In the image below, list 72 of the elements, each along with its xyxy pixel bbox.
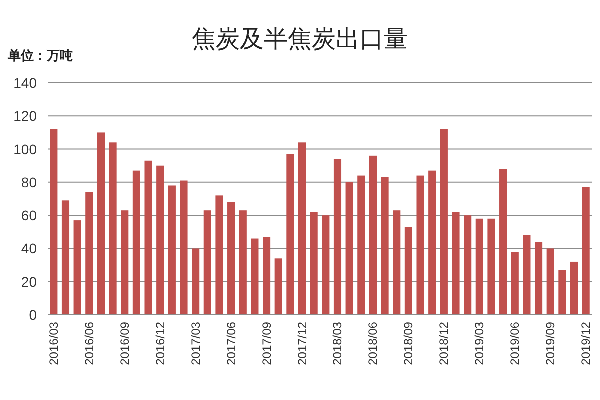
x-tick-label: 2017/03: [188, 322, 203, 366]
bar: [310, 212, 318, 315]
x-tick-label: 2018/03: [330, 322, 345, 366]
bar: [523, 235, 531, 315]
x-tick-label: 2017/09: [260, 322, 274, 366]
chart-title: 焦炭及半焦炭出口量: [192, 25, 408, 53]
bar: [346, 182, 354, 315]
bar: [322, 216, 330, 315]
y-tick-label: 0: [29, 307, 38, 323]
bar: [86, 192, 94, 315]
x-tick-label: 2017/12: [295, 322, 310, 366]
x-tick-label: 2019/03: [472, 322, 487, 366]
bar: [50, 129, 58, 315]
bar: [416, 176, 424, 315]
bar: [204, 210, 212, 315]
bar: [121, 210, 129, 315]
bar: [440, 129, 448, 315]
bar: [334, 159, 342, 315]
x-tick-label: 2017/06: [224, 322, 238, 366]
x-tick-label: 2016/06: [82, 322, 96, 366]
y-tick-label: 140: [14, 75, 38, 91]
y-axis-title: 单位：万吨: [7, 48, 73, 64]
bar: [144, 160, 152, 315]
bar: [476, 218, 484, 315]
x-tick-label: 2019/09: [544, 322, 558, 366]
y-tick-label: 40: [21, 240, 38, 257]
bar: [393, 210, 401, 315]
bar: [168, 186, 176, 315]
bar: [452, 212, 460, 315]
x-tick-label: 2016/12: [153, 322, 168, 366]
bar: [535, 242, 543, 315]
bar: [97, 132, 105, 315]
bar: [369, 156, 377, 315]
x-tick-label: 2016/09: [118, 322, 132, 366]
bar: [582, 187, 590, 315]
x-tick-label: 2018/12: [437, 322, 452, 366]
bar: [500, 169, 508, 315]
bar: [358, 176, 366, 315]
bar: [404, 227, 412, 315]
bar: [239, 210, 247, 315]
bar: [216, 196, 224, 315]
bar: [511, 252, 519, 315]
bar: [286, 154, 294, 315]
bar: [488, 218, 496, 315]
bar: [381, 177, 389, 315]
y-tick-label: 20: [21, 274, 38, 290]
bar: [263, 237, 271, 315]
bar: [274, 258, 282, 315]
x-tick-label: 2019/06: [508, 322, 522, 366]
bar: [156, 166, 164, 315]
bar: [62, 200, 70, 315]
bar: [570, 262, 578, 315]
bar: [558, 270, 566, 315]
bar: [298, 142, 306, 315]
bar: [74, 220, 82, 315]
bar: [109, 142, 117, 315]
bar: [228, 202, 236, 315]
bar: [546, 248, 554, 315]
y-tick-label: 100: [14, 141, 38, 158]
bar: [192, 248, 200, 315]
y-tick-label: 60: [21, 208, 38, 224]
x-tick-label: 2016/03: [46, 322, 61, 366]
bar: [251, 238, 259, 315]
bar: [428, 170, 436, 315]
bar: [132, 170, 140, 315]
bar: [180, 180, 188, 315]
x-tick-label: 2018/06: [366, 322, 380, 366]
y-tick-label: 80: [21, 174, 38, 190]
x-tick-label: 2018/09: [402, 322, 416, 366]
x-tick-label: 2019/12: [579, 322, 594, 366]
y-tick-label: 120: [14, 108, 38, 124]
bar: [464, 216, 472, 315]
